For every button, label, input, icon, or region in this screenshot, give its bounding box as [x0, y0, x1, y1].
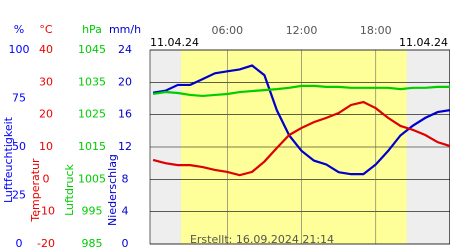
axis-title: Luftfeuchtigkeit: [2, 116, 15, 203]
y-tick-label: 1035: [78, 75, 106, 88]
y-tick-label: 985: [82, 237, 103, 250]
y-tick-label: 100: [9, 43, 30, 56]
y-tick-label: 1025: [78, 108, 106, 121]
series-line: [152, 84, 450, 98]
axis-title: Temperatur: [29, 158, 42, 223]
y-tick-label: 10: [39, 140, 53, 153]
y-tick-label: 25: [12, 189, 26, 202]
y-tick-label: 75: [12, 92, 26, 105]
y-tick-label: 0: [16, 237, 23, 250]
y-tick-label: 8: [122, 172, 129, 185]
y-tick-label: 12: [118, 140, 132, 153]
y-tick-label: 40: [39, 43, 53, 56]
y-tick-label: 1015: [78, 140, 106, 153]
y-tick-label: 20: [39, 108, 53, 121]
x-tick-label: 06:00: [211, 24, 243, 37]
y-tick-label: 24: [118, 43, 132, 56]
y-tick-label: -20: [37, 237, 55, 250]
axis-unit: °C: [39, 23, 53, 36]
axis-title: Luftdruck: [63, 163, 76, 215]
series-line: [152, 100, 450, 177]
y-tick-label: 1005: [78, 172, 106, 185]
y-tick-label: 995: [82, 205, 103, 218]
axis-unit: hPa: [82, 23, 102, 36]
y-tick-label: -10: [37, 205, 55, 218]
axis-unit: mm/h: [109, 23, 141, 36]
y-tick-label: 0: [43, 172, 50, 185]
axis-unit: %: [14, 23, 24, 36]
y-tick-label: 16: [118, 108, 132, 121]
footer: Erstellt: 16.09.2024 21:14: [190, 233, 334, 246]
y-tick-label: 20: [118, 75, 132, 88]
x-tick-label: 18:00: [360, 24, 392, 37]
y-tick-label: 4: [122, 205, 129, 218]
date-right: 11.04.24: [399, 36, 448, 49]
y-tick-label: 50: [12, 140, 26, 153]
series-line: [152, 64, 450, 176]
x-tick-label: 12:00: [286, 24, 318, 37]
y-tick-label: 30: [39, 75, 53, 88]
y-tick-label: 0: [122, 237, 129, 250]
date-left: 11.04.24: [150, 36, 199, 49]
y-tick-label: 1045: [78, 43, 106, 56]
axis-title: Niederschlag: [106, 154, 119, 226]
